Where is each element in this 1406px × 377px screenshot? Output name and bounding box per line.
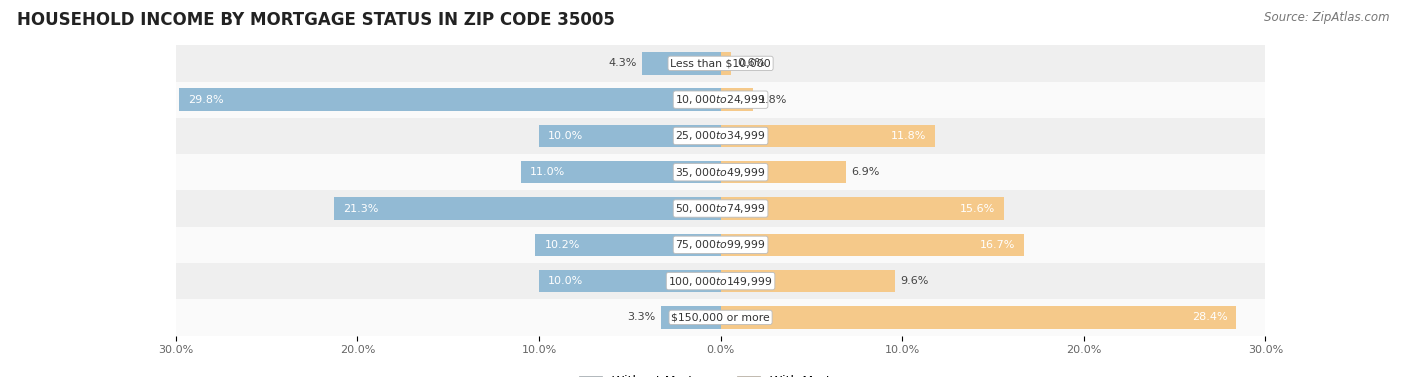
Text: 11.8%: 11.8% bbox=[890, 131, 925, 141]
Text: $50,000 to $74,999: $50,000 to $74,999 bbox=[675, 202, 766, 215]
Bar bbox=[536, 234, 721, 256]
Text: 4.3%: 4.3% bbox=[609, 58, 637, 68]
Bar bbox=[180, 89, 721, 111]
Text: $150,000 or more: $150,000 or more bbox=[671, 313, 770, 322]
Bar bbox=[538, 270, 721, 292]
Bar bbox=[176, 81, 1265, 118]
Text: Source: ZipAtlas.com: Source: ZipAtlas.com bbox=[1264, 11, 1389, 24]
Text: 6.9%: 6.9% bbox=[852, 167, 880, 177]
Text: 1.8%: 1.8% bbox=[759, 95, 787, 105]
Text: 10.2%: 10.2% bbox=[544, 240, 579, 250]
Bar bbox=[176, 118, 1265, 154]
Bar bbox=[721, 161, 846, 184]
Bar bbox=[538, 125, 721, 147]
Text: $100,000 to $149,999: $100,000 to $149,999 bbox=[668, 274, 773, 288]
Bar bbox=[176, 263, 1265, 299]
Text: 21.3%: 21.3% bbox=[343, 204, 378, 213]
Bar bbox=[661, 306, 721, 329]
Text: 11.0%: 11.0% bbox=[530, 167, 565, 177]
Bar bbox=[333, 197, 721, 220]
Text: Less than $10,000: Less than $10,000 bbox=[671, 58, 770, 68]
Text: 28.4%: 28.4% bbox=[1192, 313, 1227, 322]
Bar bbox=[721, 197, 1004, 220]
Text: $75,000 to $99,999: $75,000 to $99,999 bbox=[675, 238, 766, 251]
Bar bbox=[176, 227, 1265, 263]
Bar bbox=[721, 306, 1236, 329]
Text: $10,000 to $24,999: $10,000 to $24,999 bbox=[675, 93, 766, 106]
Text: 0.6%: 0.6% bbox=[737, 58, 765, 68]
Bar bbox=[721, 52, 731, 75]
Bar bbox=[721, 89, 754, 111]
Bar bbox=[176, 154, 1265, 190]
Text: $25,000 to $34,999: $25,000 to $34,999 bbox=[675, 129, 766, 143]
Text: 15.6%: 15.6% bbox=[959, 204, 995, 213]
Bar bbox=[721, 234, 1024, 256]
Bar bbox=[721, 125, 935, 147]
Text: 29.8%: 29.8% bbox=[188, 95, 224, 105]
Legend: Without Mortgage, With Mortgage: Without Mortgage, With Mortgage bbox=[575, 370, 866, 377]
Bar bbox=[721, 270, 896, 292]
Bar bbox=[643, 52, 721, 75]
Bar bbox=[176, 45, 1265, 81]
Text: 10.0%: 10.0% bbox=[548, 131, 583, 141]
Bar bbox=[176, 190, 1265, 227]
Bar bbox=[176, 299, 1265, 336]
Text: 3.3%: 3.3% bbox=[627, 313, 655, 322]
Text: 16.7%: 16.7% bbox=[980, 240, 1015, 250]
Text: 9.6%: 9.6% bbox=[900, 276, 929, 286]
Bar bbox=[520, 161, 721, 184]
Text: 10.0%: 10.0% bbox=[548, 276, 583, 286]
Text: $35,000 to $49,999: $35,000 to $49,999 bbox=[675, 166, 766, 179]
Text: HOUSEHOLD INCOME BY MORTGAGE STATUS IN ZIP CODE 35005: HOUSEHOLD INCOME BY MORTGAGE STATUS IN Z… bbox=[17, 11, 614, 29]
